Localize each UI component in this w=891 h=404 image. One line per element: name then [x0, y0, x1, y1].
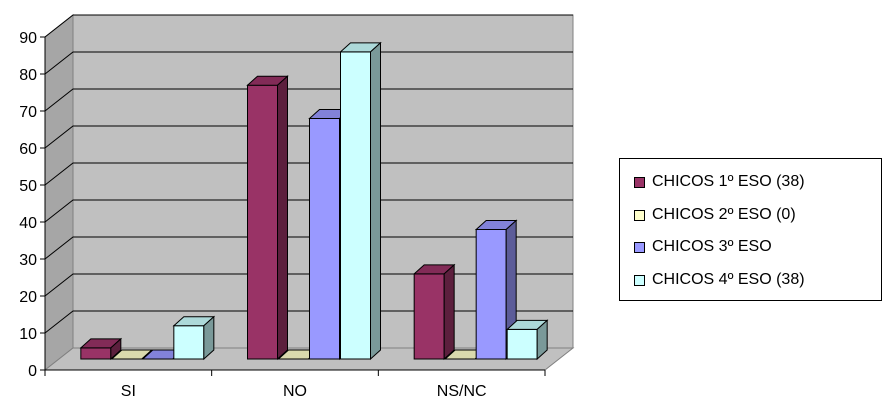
bar-front [247, 84, 278, 360]
x-category-label: NO [283, 383, 307, 400]
y-tick-label: 0 [28, 363, 37, 380]
legend-item-2: CHICOS 2º ESO (0) [634, 205, 796, 225]
axes [40, 36, 546, 376]
legend-label-1: CHICOS 1º ESO (38) [652, 173, 805, 190]
legend-label-2: CHICOS 2º ESO (0) [652, 206, 796, 223]
y-tick-label: 80 [19, 67, 37, 84]
legend: CHICOS 1º ESO (38) CHICOS 2º ESO (0) CHI… [619, 158, 882, 301]
y-axis-ticks: 0 10 20 30 40 50 60 70 80 90 [19, 30, 37, 380]
bar [110, 349, 154, 360]
y-tick-label: 50 [19, 178, 37, 195]
bar [246, 75, 289, 361]
bar-side [443, 263, 455, 361]
bar-front [340, 51, 371, 360]
bar-front [309, 118, 340, 360]
gridline [44, 199, 573, 223]
bar-front [173, 325, 205, 360]
side-wall [44, 13, 74, 372]
y-tick-label: 20 [19, 289, 37, 306]
gridline [44, 273, 573, 297]
legend-item-3: CHICOS 3º ESO [634, 237, 772, 257]
bar-side [536, 319, 548, 361]
bar [412, 263, 456, 361]
legend-swatch-2 [634, 209, 645, 221]
gridline [44, 310, 573, 334]
gridline [44, 125, 573, 149]
legend-swatch-1 [634, 176, 645, 188]
x-axis-categories: SI NO NS/NC [121, 383, 487, 400]
legend-label-3: CHICOS 3º ESO [652, 238, 772, 255]
gridline [44, 236, 573, 260]
y-tick-label: 40 [19, 215, 37, 232]
gridline [44, 14, 573, 38]
bars [79, 41, 549, 361]
legend-item-1: CHICOS 1º ESO (38) [634, 172, 805, 192]
bar [339, 41, 382, 361]
y-tick-label: 30 [19, 252, 37, 269]
gridline [44, 51, 573, 75]
gridlines [44, 14, 573, 334]
bar-side [141, 349, 153, 360]
legend-swatch-3 [634, 241, 645, 253]
bar-side [203, 315, 215, 361]
y-tick-label: 60 [19, 141, 37, 158]
bar [79, 337, 123, 361]
y-tick-label: 90 [19, 30, 37, 47]
bar-front [475, 229, 507, 360]
bar [172, 315, 216, 361]
gridline [44, 162, 573, 186]
bar-front [80, 347, 112, 360]
bar-side [277, 75, 288, 361]
gridline [44, 88, 573, 112]
x-category-label: SI [121, 383, 136, 400]
legend-item-4: CHICOS 4º ESO (38) [634, 270, 805, 290]
bar-side [370, 41, 381, 361]
y-tick-label: 10 [19, 326, 37, 343]
bar [505, 319, 549, 361]
y-tick-label: 70 [19, 104, 37, 121]
bar-front [506, 328, 538, 360]
x-category-label: NS/NC [437, 383, 487, 400]
legend-swatch-4 [634, 274, 645, 286]
legend-label-4: CHICOS 4º ESO (38) [652, 271, 805, 288]
bar-front [413, 273, 445, 360]
bar-side [110, 337, 122, 361]
